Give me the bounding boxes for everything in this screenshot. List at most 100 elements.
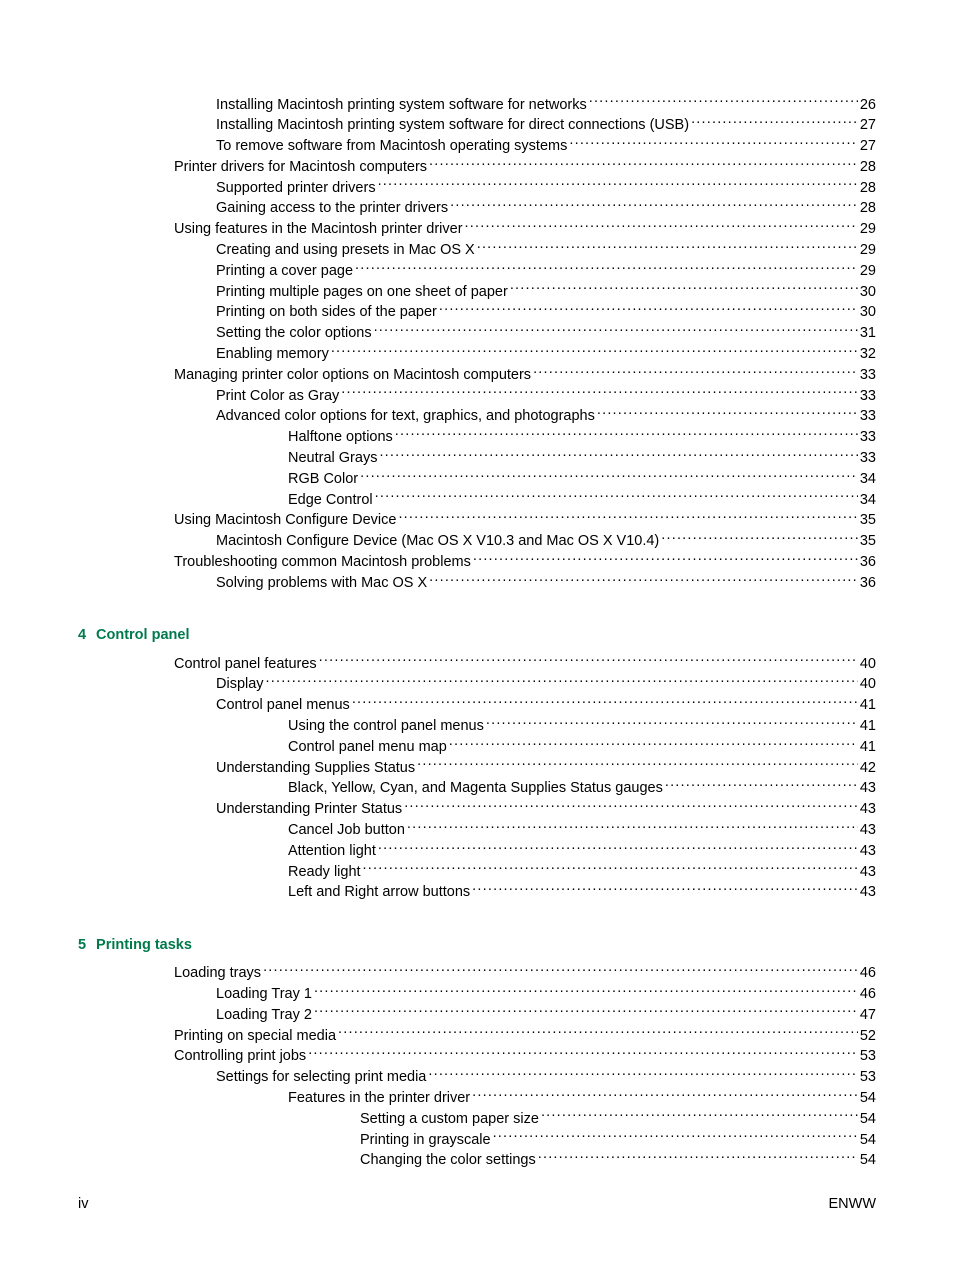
toc-entry[interactable]: Neutral Grays 33 <box>78 448 876 469</box>
toc-entry-page: 47 <box>860 1005 876 1025</box>
toc-entry-title: Edge Control <box>288 490 373 510</box>
toc-entry-page: 41 <box>860 695 876 715</box>
toc-entry[interactable]: Black, Yellow, Cyan, and Magenta Supplie… <box>78 778 876 799</box>
toc-leader <box>395 427 858 442</box>
toc-leader <box>428 1067 858 1082</box>
toc-entry-page: 36 <box>860 573 876 593</box>
toc-entry-title: Printing multiple pages on one sheet of … <box>216 282 508 302</box>
toc-entry[interactable]: Settings for selecting print media 53 <box>78 1067 876 1088</box>
toc-entry-page: 30 <box>860 302 876 322</box>
toc-heading-number: 5 <box>78 937 92 953</box>
toc-entry-title: Using the control panel menus <box>288 716 484 736</box>
toc-entry-title: Halftone options <box>288 427 393 447</box>
toc-entry[interactable]: RGB Color 34 <box>78 468 876 489</box>
toc-entry-page: 52 <box>860 1026 876 1046</box>
toc-entry[interactable]: Understanding Printer Status 43 <box>78 799 876 820</box>
toc-entry-page: 33 <box>860 365 876 385</box>
toc-entry[interactable]: Features in the printer driver 54 <box>78 1087 876 1108</box>
toc-entry-page: 26 <box>860 95 876 115</box>
toc-entry[interactable]: Solving problems with Mac OS X 36 <box>78 572 876 593</box>
toc-entry-title: Settings for selecting print media <box>216 1067 426 1087</box>
toc-entry[interactable]: Control panel menus 41 <box>78 695 876 716</box>
toc-entry-title: Features in the printer driver <box>288 1088 470 1108</box>
toc-entry[interactable]: Printer drivers for Macintosh computers … <box>78 156 876 177</box>
toc-entry[interactable]: Display 40 <box>78 674 876 695</box>
toc-entry-page: 43 <box>860 862 876 882</box>
toc-entry[interactable]: Advanced color options for text, graphic… <box>78 406 876 427</box>
toc-entry[interactable]: Using the control panel menus 41 <box>78 716 876 737</box>
toc-entry-title: Left and Right arrow buttons <box>288 882 470 902</box>
toc-leader <box>379 448 857 463</box>
toc-entry[interactable]: Loading Tray 1 46 <box>78 983 876 1004</box>
toc-entry[interactable]: Ready light 43 <box>78 861 876 882</box>
toc-entry-page: 43 <box>860 882 876 902</box>
toc-entry[interactable]: Setting the color options 31 <box>78 323 876 344</box>
toc-leader <box>331 344 858 359</box>
toc-entry[interactable]: Control panel menu map 41 <box>78 736 876 757</box>
toc-entry-title: Changing the color settings <box>360 1150 536 1170</box>
toc-entry-title: Setting the color options <box>216 323 372 343</box>
toc-entry[interactable]: Loading Tray 2 47 <box>78 1004 876 1025</box>
toc-entry[interactable]: To remove software from Macintosh operat… <box>78 136 876 157</box>
toc-entry-page: 36 <box>860 552 876 572</box>
toc-leader <box>360 468 858 483</box>
toc-entry-page: 42 <box>860 758 876 778</box>
toc-entry[interactable]: Print Color as Gray 33 <box>78 385 876 406</box>
toc-entry[interactable]: Halftone options 33 <box>78 427 876 448</box>
toc-entry[interactable]: Attention light 43 <box>78 840 876 861</box>
toc-entry-title: Printing on both sides of the paper <box>216 302 437 322</box>
toc-entry[interactable]: Controlling print jobs 53 <box>78 1046 876 1067</box>
toc-entry[interactable]: Printing in grayscale 54 <box>78 1129 876 1150</box>
toc-entry[interactable]: Troubleshooting common Macintosh problem… <box>78 552 876 573</box>
toc-entry-page: 43 <box>860 778 876 798</box>
toc-entry-title: Printing in grayscale <box>360 1130 491 1150</box>
toc-entry[interactable]: Creating and using presets in Mac OS X 2… <box>78 240 876 261</box>
footer-right: ENWW <box>828 1196 876 1212</box>
toc-entry-page: 43 <box>860 841 876 861</box>
toc-entry-page: 41 <box>860 737 876 757</box>
toc-heading-title: Printing tasks <box>92 937 192 953</box>
toc-entry[interactable]: Managing printer color options on Macint… <box>78 364 876 385</box>
toc-entry[interactable]: Control panel features 40 <box>78 653 876 674</box>
toc-entry[interactable]: Enabling memory 32 <box>78 344 876 365</box>
toc-leader <box>429 156 858 171</box>
toc-leader <box>538 1150 858 1165</box>
toc-heading-number: 4 <box>78 627 92 643</box>
toc-entry[interactable]: Printing on both sides of the paper 30 <box>78 302 876 323</box>
footer-left: iv <box>78 1196 88 1212</box>
toc-entry[interactable]: Changing the color settings 54 <box>78 1150 876 1171</box>
toc-leader <box>363 861 858 876</box>
toc-entry-title: To remove software from Macintosh operat… <box>216 136 567 156</box>
toc-entry[interactable]: Macintosh Configure Device (Mac OS X V10… <box>78 531 876 552</box>
toc-entry[interactable]: Understanding Supplies Status 42 <box>78 757 876 778</box>
toc-entry[interactable]: Printing a cover page 29 <box>78 260 876 281</box>
toc-leader <box>477 240 858 255</box>
toc-entry[interactable]: Printing on special media 52 <box>78 1025 876 1046</box>
toc-entry-page: 54 <box>860 1150 876 1170</box>
toc-entry[interactable]: Using features in the Macintosh printer … <box>78 219 876 240</box>
toc-entry[interactable]: Left and Right arrow buttons 43 <box>78 882 876 903</box>
toc-leader <box>465 219 858 234</box>
toc-leader <box>263 963 858 978</box>
toc-entry[interactable]: Printing multiple pages on one sheet of … <box>78 281 876 302</box>
toc-entry[interactable]: Installing Macintosh printing system sof… <box>78 115 876 136</box>
toc-entry[interactable]: Edge Control 34 <box>78 489 876 510</box>
toc-entry[interactable]: Supported printer drivers 28 <box>78 177 876 198</box>
toc-entry-title: Neutral Grays <box>288 448 377 468</box>
toc-entry[interactable]: Setting a custom paper size 54 <box>78 1108 876 1129</box>
toc-section: Installing Macintosh printing system sof… <box>78 94 876 593</box>
toc-entry[interactable]: Installing Macintosh printing system sof… <box>78 94 876 115</box>
toc-leader <box>589 94 858 109</box>
toc-entry[interactable]: Using Macintosh Configure Device 35 <box>78 510 876 531</box>
toc-leader <box>493 1129 858 1144</box>
toc-entry-title: Attention light <box>288 841 376 861</box>
toc-entry[interactable]: Gaining access to the printer drivers 28 <box>78 198 876 219</box>
toc-entry[interactable]: Loading trays 46 <box>78 963 876 984</box>
toc-leader <box>398 510 857 525</box>
toc-section: 5 Printing tasksLoading trays 46Loading … <box>78 937 876 1171</box>
toc-entry-page: 31 <box>860 323 876 343</box>
toc-entry-page: 27 <box>860 136 876 156</box>
toc-entry[interactable]: Cancel Job button 43 <box>78 820 876 841</box>
toc-entry-title: Display <box>216 674 264 694</box>
toc-section: 4 Control panelControl panel features 40… <box>78 627 876 903</box>
